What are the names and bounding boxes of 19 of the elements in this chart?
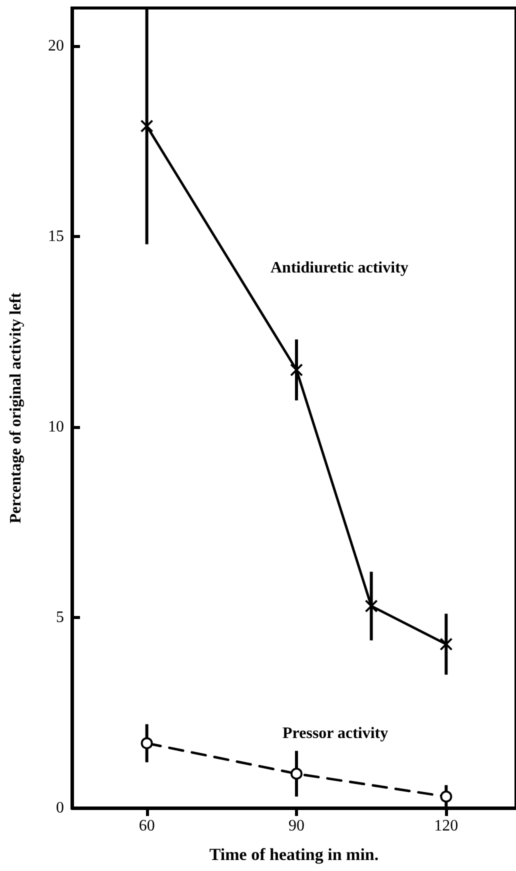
x-tick-label: 60 xyxy=(138,818,155,834)
series-label: Pressor activity xyxy=(282,725,388,742)
y-tick-label: 10 xyxy=(48,418,64,436)
point xyxy=(440,638,453,651)
y-tick-label: 20 xyxy=(48,38,64,55)
point xyxy=(364,600,378,613)
point xyxy=(140,737,153,750)
x-tick-label: 120 xyxy=(434,818,458,834)
point xyxy=(290,768,302,780)
x-axis-title: Time of heating in min. xyxy=(209,845,379,864)
point xyxy=(290,363,303,376)
point xyxy=(440,790,452,803)
x-tick-label: 90 xyxy=(288,818,304,834)
y-tick-label: 0 xyxy=(56,800,64,816)
y-tick-label: 5 xyxy=(56,609,64,626)
series-label: Antidiuretic activity xyxy=(270,260,408,276)
y-tick-label: 15 xyxy=(48,228,64,246)
y-axis-title: Percentage of original activity left xyxy=(8,292,24,524)
point xyxy=(140,120,154,133)
